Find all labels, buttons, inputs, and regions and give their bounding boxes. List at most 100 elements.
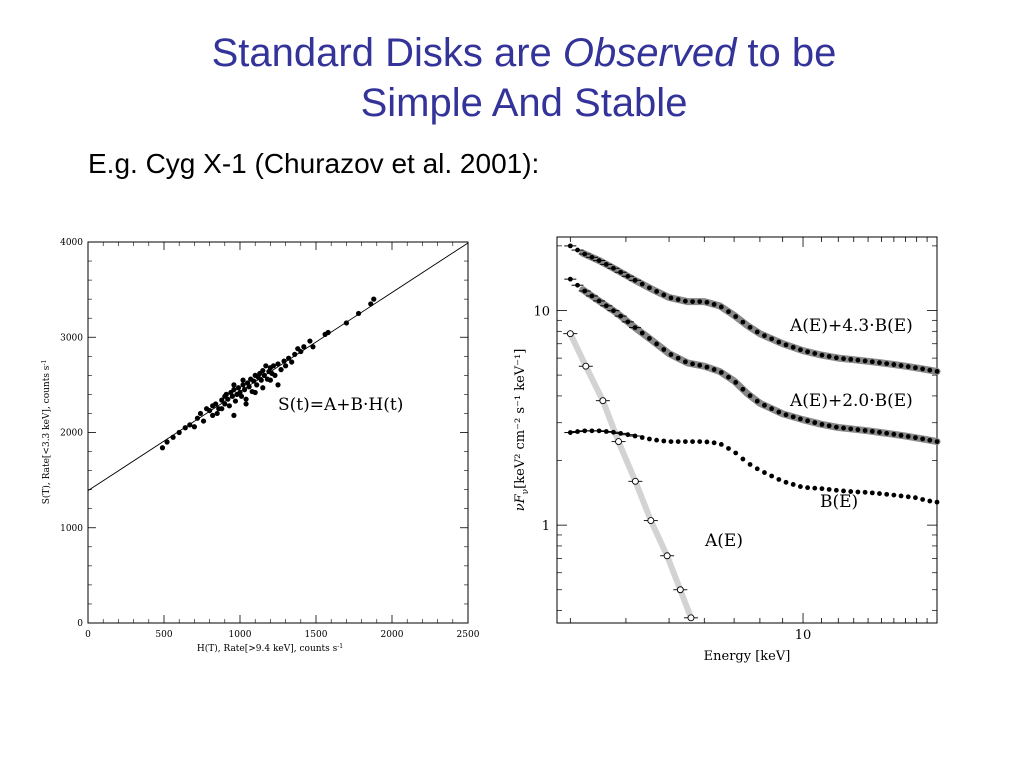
spectrum-point <box>603 429 609 434</box>
spectrum-point <box>913 365 918 371</box>
data-point <box>371 296 377 302</box>
data-point <box>298 348 304 355</box>
ae-point <box>631 477 639 485</box>
data-point <box>222 401 228 407</box>
spectrum-point <box>869 490 875 496</box>
label-series-2: A(E)+2.0·B(E) <box>789 391 913 411</box>
data-point <box>240 377 246 383</box>
spectrum-point <box>841 356 846 362</box>
spectrum-point <box>884 361 890 366</box>
spectrum-point <box>611 308 616 314</box>
label-series-3: B(E) <box>820 492 858 512</box>
data-point <box>272 372 278 378</box>
y-tick-label: 10 <box>533 304 550 319</box>
spectrum-point <box>611 265 616 271</box>
spectrum-point <box>632 277 638 283</box>
spectrum-point <box>769 336 775 342</box>
spectrum-point <box>862 358 868 364</box>
data-point <box>292 351 298 357</box>
data-point <box>231 382 237 388</box>
spectrum-point <box>733 380 739 385</box>
spectrum-point <box>596 258 602 263</box>
data-point <box>283 363 289 369</box>
x-tick-label: 2500 <box>457 630 480 640</box>
x-tick-label: 0 <box>85 630 91 640</box>
spectrum-point <box>769 406 775 412</box>
ae-point <box>566 330 574 338</box>
spectrum-point <box>754 398 760 404</box>
spectrum-point <box>718 442 724 447</box>
data-point <box>235 385 242 391</box>
spectrum-point <box>862 428 868 433</box>
y-tick-label: 2000 <box>60 429 83 439</box>
right-points <box>563 243 940 622</box>
spectrum-point <box>647 336 652 341</box>
ae-point <box>647 517 655 525</box>
spectrum-point <box>596 298 602 304</box>
spectrum-point <box>819 421 825 427</box>
data-point <box>251 378 257 384</box>
ae-point <box>676 586 684 594</box>
left-ylabel: S(T), Rate[<3.3 keV], counts s-1 <box>41 360 52 505</box>
data-point <box>343 320 349 326</box>
spectrum-point <box>884 430 890 436</box>
spectrum-point <box>819 352 825 358</box>
y-tick-label: 1 <box>542 519 550 534</box>
data-point <box>241 387 248 393</box>
spectrum-point <box>654 341 660 347</box>
spectrum-point <box>805 418 810 424</box>
spectrum-point <box>898 493 904 499</box>
spectrum-point <box>711 440 717 446</box>
spectrum-point <box>740 319 746 325</box>
spectrum-point <box>675 355 681 361</box>
ae-point <box>615 438 622 446</box>
spectrum-point <box>826 354 832 359</box>
spectrum-point <box>891 492 897 498</box>
spectrum-point <box>884 491 890 497</box>
spectrum-point <box>920 497 926 502</box>
data-point <box>182 425 188 431</box>
spectrum-point <box>682 359 688 365</box>
x-tick-label: 1500 <box>305 630 328 640</box>
spectrum-point <box>582 251 588 257</box>
title-part-b: to be <box>736 31 837 75</box>
spectrum-point <box>797 484 803 489</box>
spectrum-point <box>618 269 624 275</box>
spectrum-point <box>848 356 854 362</box>
spectrum-point <box>611 429 616 435</box>
right-xlabel: Energy [keV] <box>704 649 791 664</box>
data-point <box>281 358 287 364</box>
data-point <box>286 355 292 361</box>
spectrum-point <box>589 428 595 434</box>
spectrum-point <box>603 261 609 267</box>
data-point <box>325 329 331 336</box>
x-tick-label: 10 <box>795 628 812 643</box>
spectrum-point <box>769 473 775 479</box>
spectrum-point <box>661 347 667 352</box>
data-point <box>194 415 201 421</box>
x-tick-label: 2000 <box>381 630 404 640</box>
spectrum-point <box>704 439 710 445</box>
spectrum-point <box>647 285 652 291</box>
data-point <box>263 363 269 369</box>
spectrum-point <box>891 431 897 437</box>
ae-point <box>582 362 590 370</box>
label-series-4: A(E) <box>704 531 743 551</box>
spectrum-point <box>841 425 846 431</box>
spectrum-point <box>682 439 688 445</box>
spectrum-point <box>805 485 810 491</box>
y-tick-label: 0 <box>77 619 83 629</box>
y-tick-label: 4000 <box>60 238 83 248</box>
spectrum-point <box>790 482 796 487</box>
data-point <box>307 338 313 344</box>
label-series-1: A(E)+4.3·B(E) <box>789 316 913 336</box>
right-model-bands <box>567 249 941 621</box>
spectrum-point <box>747 393 753 399</box>
spectrum-point <box>711 367 717 372</box>
spectrum-point <box>740 456 746 462</box>
spectrum-point <box>934 369 940 374</box>
spectrum-point <box>639 281 645 287</box>
data-point <box>229 393 235 399</box>
data-point <box>246 384 252 390</box>
